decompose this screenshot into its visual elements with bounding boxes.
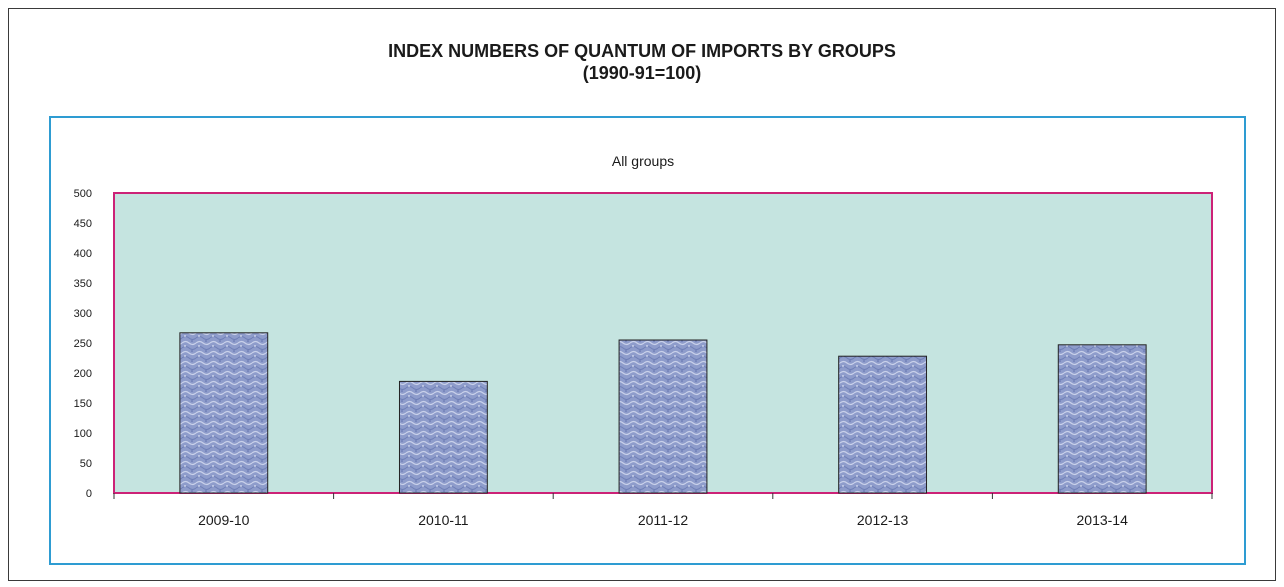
y-tick-label: 350 xyxy=(74,278,92,290)
y-tick-label: 0 xyxy=(86,488,92,500)
y-tick-label: 100 xyxy=(74,428,92,440)
x-tick-label: 2010-11 xyxy=(418,512,469,528)
page-title: INDEX NUMBERS OF QUANTUM OF IMPORTS BY G… xyxy=(388,41,896,61)
x-tick-label: 2011-12 xyxy=(638,512,689,528)
bar-2009-10 xyxy=(179,332,269,494)
y-tick-label: 450 xyxy=(74,218,92,230)
bar-2013-14 xyxy=(1057,344,1147,494)
y-tick-label: 200 xyxy=(74,368,92,380)
x-tick-label: 2009-10 xyxy=(198,512,250,528)
x-tick-label: 2013-14 xyxy=(1077,512,1129,528)
y-tick-label: 150 xyxy=(74,398,92,410)
y-tick-label: 300 xyxy=(74,308,92,320)
y-tick-label: 250 xyxy=(74,338,92,350)
bar-2012-13 xyxy=(838,355,928,494)
x-tick-label: 2012-13 xyxy=(857,512,909,528)
y-tick-label: 500 xyxy=(74,188,92,200)
y-tick-label: 400 xyxy=(74,248,92,260)
bar-2010-11 xyxy=(398,380,488,494)
y-tick-label: 50 xyxy=(80,458,92,470)
bar-2011-12 xyxy=(618,339,708,494)
page-subtitle: (1990-91=100) xyxy=(582,63,702,83)
chart-title: All groups xyxy=(612,153,674,169)
